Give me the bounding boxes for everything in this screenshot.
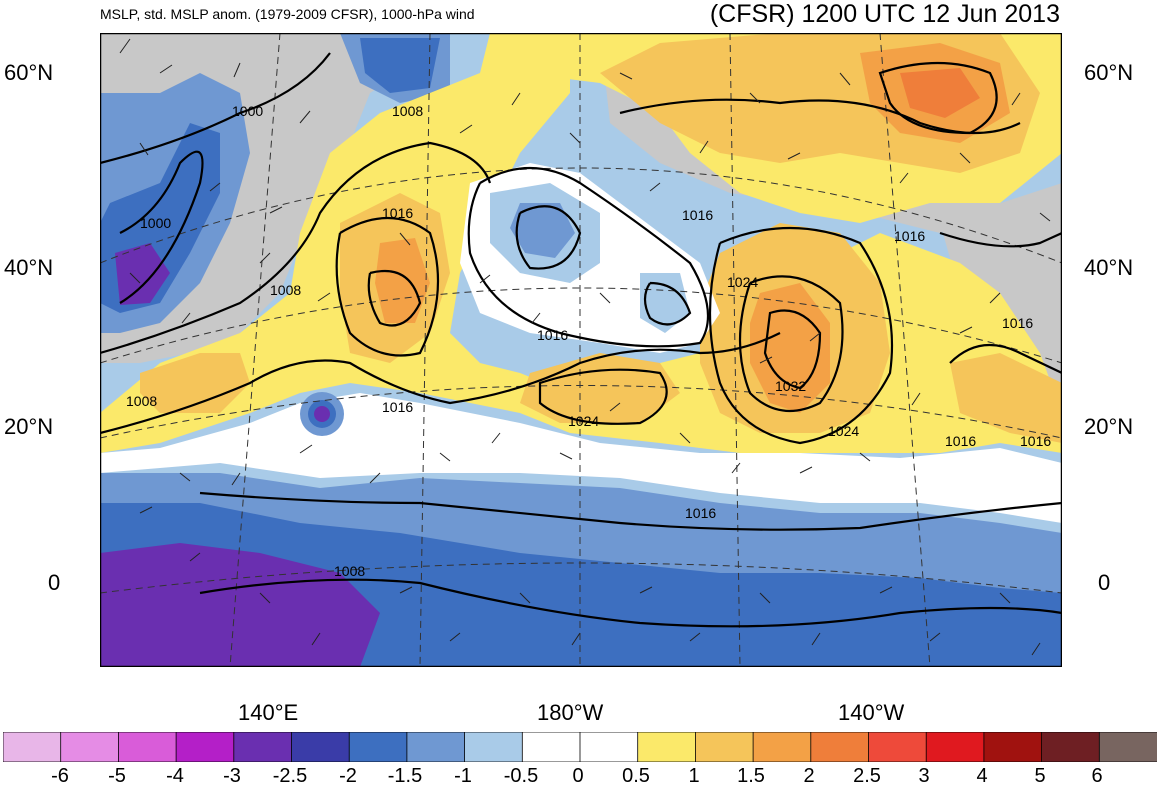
colorbar-swatch xyxy=(3,732,62,762)
isobar-label: 1008 xyxy=(392,103,423,119)
anomaly-low-asia-deep xyxy=(115,243,170,305)
colorbar-swatch xyxy=(579,732,639,762)
colorbar-label: -6 xyxy=(51,765,69,787)
colorbar-label: 5 xyxy=(1034,765,1046,787)
colorbar-label: 2 xyxy=(803,765,815,787)
isobar-label: 1000 xyxy=(140,215,171,231)
colorbar-swatch xyxy=(233,732,293,762)
anomaly-high-alaska-inner xyxy=(900,68,980,118)
isobar-label: 1024 xyxy=(727,274,758,290)
colorbar-label: -1 xyxy=(454,765,472,787)
colorbar-label: 1.5 xyxy=(737,765,765,787)
colorbar-swatch xyxy=(521,732,581,762)
isobar-label: 1024 xyxy=(568,413,599,429)
lon-label-180w: 180°W xyxy=(537,700,604,725)
lon-label-140e: 140°E xyxy=(238,700,299,725)
colorbar-label: 0 xyxy=(572,765,584,787)
lat-label-60n-left: 60°N xyxy=(4,60,54,85)
isobar-label: 1016 xyxy=(1002,315,1033,331)
isobar-label: 1000 xyxy=(232,103,263,119)
isobar-label: 1016 xyxy=(382,205,413,221)
colorbar-label: -2 xyxy=(339,765,357,787)
colorbar-swatch xyxy=(1041,732,1101,762)
typhoon-low-core xyxy=(314,406,330,422)
anomaly-low-kamchatka-core xyxy=(360,38,440,93)
colorbar-swatch xyxy=(60,732,120,762)
isobar-contours xyxy=(100,52,1062,628)
colorbar-swatch xyxy=(983,732,1043,762)
lat-label-20n-right: 20°N xyxy=(1084,414,1134,439)
isobar-label-group: 1000 1008 1016 1000 1016 1016 1016 1008 … xyxy=(126,103,1051,579)
isobar-label: 1024 xyxy=(828,423,859,439)
map-frame xyxy=(100,33,1062,667)
colorbar-swatch xyxy=(868,732,928,762)
lat-label-40n-left: 40°N xyxy=(4,255,54,280)
colorbar-swatch xyxy=(464,732,524,762)
isobar-label: 1032 xyxy=(775,378,806,394)
anomaly-high-japan-core xyxy=(375,238,430,323)
anomaly-high-west-small xyxy=(140,353,250,413)
colorbar-swatch xyxy=(348,732,408,762)
isobar-label: 1016 xyxy=(1020,433,1051,449)
lat-label-20n-left: 20°N xyxy=(4,414,54,439)
colorbar-swatch xyxy=(637,732,697,762)
colorbar-label: 0.5 xyxy=(622,765,650,787)
lon-label-140w: 140°W xyxy=(838,700,905,725)
map-date-title: (CFSR) 1200 UTC 12 Jun 2013 xyxy=(709,0,1060,28)
isobar-label: 1008 xyxy=(334,563,365,579)
wind-barbs xyxy=(119,38,1051,656)
lat-label-eq-right: 0 xyxy=(1098,570,1111,595)
colorbar xyxy=(3,732,1157,762)
lat-label-eq-left: 0 xyxy=(48,570,61,595)
anomaly-high-east xyxy=(950,353,1062,443)
isobar-label: 1016 xyxy=(382,399,413,415)
anomaly-low-center-core xyxy=(510,203,575,258)
colorbar-label: 4 xyxy=(976,765,988,787)
lat-label-40n-right: 40°N xyxy=(1084,255,1134,280)
map-title: MSLP, std. MSLP anom. (1979-2009 CFSR), … xyxy=(100,6,475,22)
anomaly-low-tropics-deep xyxy=(100,543,380,667)
colorbar-label: -2.5 xyxy=(272,765,308,787)
colorbar-label: -5 xyxy=(108,765,126,787)
colorbar-label: 1 xyxy=(688,765,700,787)
colorbar-label: -4 xyxy=(166,765,184,787)
colorbar-swatch xyxy=(925,732,985,762)
colorbar-label: 6 xyxy=(1091,765,1103,787)
colorbar-label: -0.5 xyxy=(503,765,539,787)
lat-label-60n-right: 60°N xyxy=(1084,60,1134,85)
colorbar-swatch xyxy=(752,732,812,762)
colorbar-label: 3 xyxy=(918,765,930,787)
isobar-label: 1008 xyxy=(126,393,157,409)
colorbar-swatch xyxy=(695,732,755,762)
colorbar-label: -1.5 xyxy=(387,765,423,787)
colorbar-swatch xyxy=(175,732,235,762)
isobar-label: 1016 xyxy=(537,327,568,343)
colorbar-swatch xyxy=(406,732,466,762)
colorbar-swatch xyxy=(291,732,351,762)
isobar-label: 1016 xyxy=(685,505,716,521)
isobar-label: 1016 xyxy=(894,228,925,244)
weather-map: 1000 1008 1016 1000 1016 1016 1016 1008 … xyxy=(100,33,1062,667)
isobar-label: 1016 xyxy=(682,207,713,223)
anomaly-low-center-2 xyxy=(640,273,690,333)
colorbar-swatch xyxy=(810,732,870,762)
colorbar-label: -3 xyxy=(223,765,241,787)
isobar-label: 1008 xyxy=(270,282,301,298)
colorbar-label: 2.5 xyxy=(853,765,881,787)
colorbar-swatch xyxy=(118,732,178,762)
colorbar-swatch xyxy=(1098,732,1157,762)
isobar-label: 1016 xyxy=(945,433,976,449)
